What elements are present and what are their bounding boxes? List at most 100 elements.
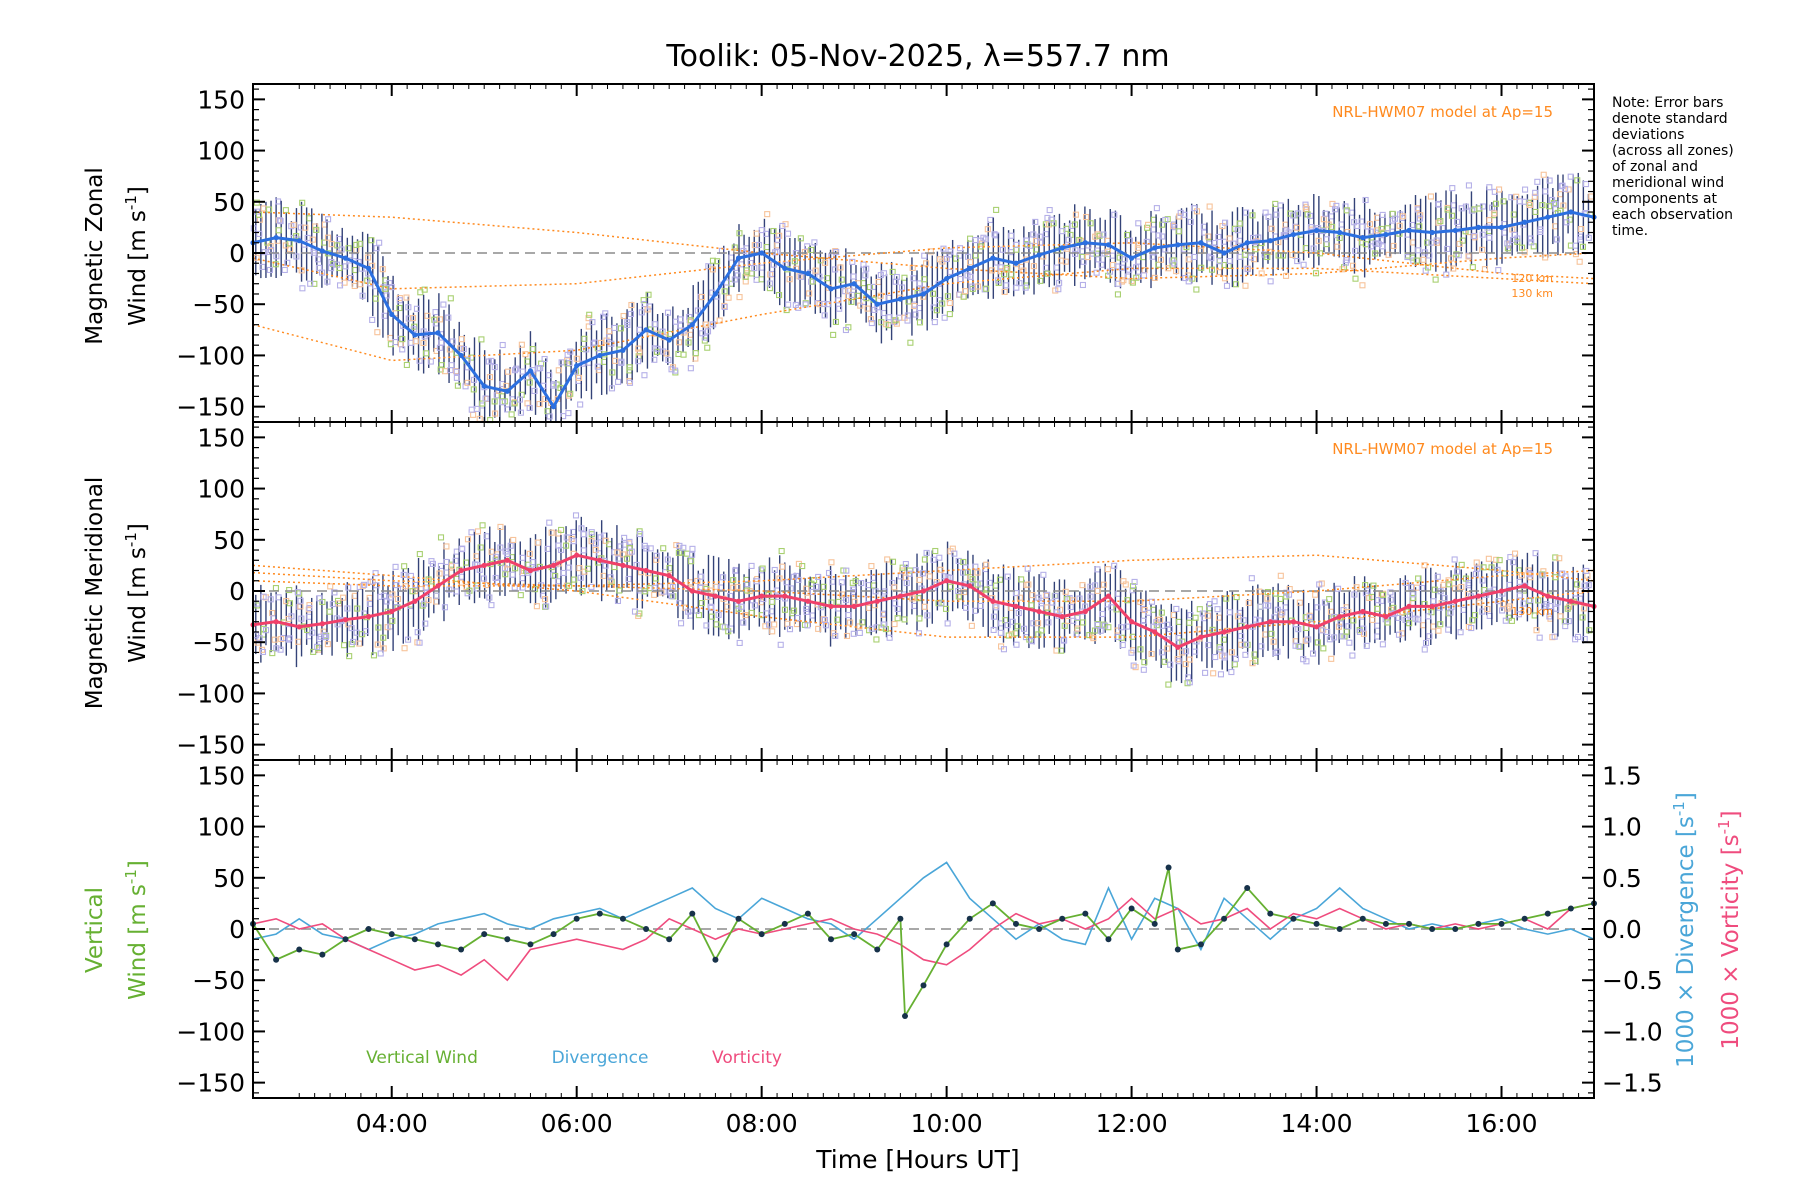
zone-point — [329, 600, 336, 608]
zone-point — [636, 349, 643, 356]
zone-point — [771, 621, 778, 628]
zone-point — [611, 324, 618, 332]
mean-point — [1244, 624, 1250, 630]
zone-point — [1208, 255, 1215, 262]
zone-point — [437, 534, 445, 541]
zone-point — [1434, 573, 1441, 580]
zone-point — [1531, 193, 1538, 200]
zone-point — [420, 339, 427, 347]
zone-point — [843, 632, 851, 640]
zone-point — [1450, 265, 1457, 272]
mean-point — [944, 578, 950, 584]
zone-point — [828, 559, 835, 566]
zone-point — [1551, 633, 1558, 640]
zone-point — [617, 325, 624, 332]
mean-point — [1198, 240, 1204, 246]
mean-point — [273, 619, 279, 625]
vertical-ylabel-line2-wrap: Wind [m s-1] — [122, 860, 151, 1000]
vertical-wind-point — [1521, 915, 1528, 922]
zone-point — [1295, 643, 1302, 650]
zone-point — [736, 230, 743, 237]
zone-point — [336, 264, 343, 272]
zone-point — [1232, 655, 1239, 662]
zone-point — [628, 548, 635, 555]
zone-point — [1515, 611, 1522, 618]
zone-point — [1271, 614, 1278, 621]
mean-point — [1360, 235, 1366, 241]
zone-point — [1080, 619, 1087, 626]
zone-point — [849, 258, 856, 265]
vertical-wind-point — [897, 915, 904, 922]
zone-point — [1119, 641, 1126, 649]
y2-tick-label: 1.0 — [1602, 813, 1642, 842]
zone-point — [967, 259, 974, 266]
zone-point — [413, 305, 421, 312]
zone-point — [492, 553, 499, 560]
zone-point — [939, 300, 946, 307]
svg-text:Wind [m s-1]: Wind [m s-1] — [122, 523, 151, 663]
zone-point — [1035, 631, 1042, 638]
note-line: denote standard — [1612, 111, 1728, 127]
zone-point — [1532, 189, 1539, 196]
zone-point — [460, 346, 467, 353]
zone-point — [363, 628, 370, 635]
zone-point — [1223, 282, 1231, 289]
zone-point — [1273, 211, 1280, 218]
zone-point — [704, 344, 711, 351]
zone-point — [1540, 568, 1547, 575]
vertical-wind-point — [527, 941, 534, 948]
zone-point — [1050, 220, 1057, 227]
zone-point — [1451, 556, 1458, 563]
zone-point — [806, 290, 813, 297]
zone-point — [1114, 627, 1121, 634]
zone-point — [321, 632, 328, 639]
zone-point — [365, 254, 372, 261]
mean-point — [666, 573, 672, 579]
zone-point — [747, 259, 754, 267]
zone-point — [536, 400, 543, 408]
vorticity-line — [252, 897, 1595, 982]
zone-point — [1449, 185, 1456, 192]
zone-point — [1491, 210, 1498, 217]
zone-point — [394, 595, 401, 603]
zone-point — [1249, 212, 1256, 219]
zone-point — [1537, 228, 1544, 235]
vertical-wind-point — [804, 910, 811, 917]
zone-point — [326, 608, 333, 615]
zone-point — [627, 310, 635, 318]
zone-point — [647, 545, 654, 552]
zone-point — [372, 570, 379, 577]
zone-point — [1322, 210, 1329, 217]
zone-point — [991, 231, 998, 238]
zone-point — [1495, 267, 1502, 274]
zone-point — [1038, 627, 1046, 634]
zone-point — [1268, 225, 1275, 232]
zone-point — [1013, 641, 1020, 648]
zone-point — [1252, 616, 1260, 623]
zone-point — [1270, 638, 1277, 645]
zone-point — [1395, 631, 1403, 638]
zone-point — [277, 218, 284, 225]
zone-point — [1395, 614, 1402, 621]
zone-point — [1042, 264, 1049, 271]
zone-point — [345, 245, 352, 252]
zone-point — [1084, 254, 1091, 261]
zone-point — [1479, 577, 1486, 584]
zone-point — [946, 311, 953, 318]
zone-point — [327, 583, 334, 590]
zone-point — [1516, 592, 1523, 599]
zone-point — [1422, 639, 1430, 647]
zone-point — [541, 355, 548, 363]
vertical-wind-point — [1059, 915, 1066, 922]
zone-point — [762, 623, 769, 630]
zone-point — [1121, 256, 1128, 263]
zone-point — [1162, 216, 1169, 223]
zone-point — [1277, 202, 1284, 209]
zone-point — [388, 284, 395, 291]
zone-point — [1193, 286, 1200, 293]
zone-point — [295, 638, 302, 645]
zone-point — [306, 613, 313, 620]
note-line: each observation — [1612, 207, 1733, 223]
mean-point — [273, 235, 279, 241]
zone-point — [1221, 275, 1229, 282]
